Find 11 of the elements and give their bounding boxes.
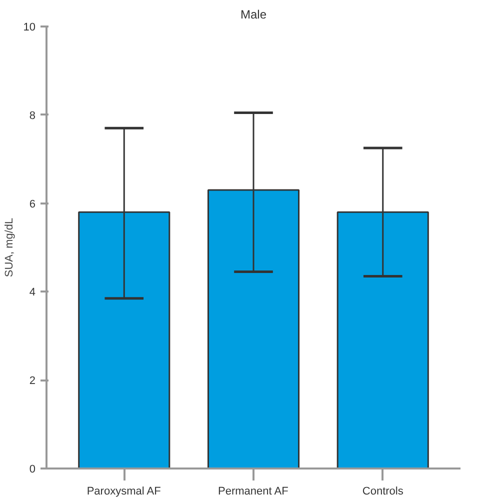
y-tick-label: 4 (29, 286, 36, 299)
y-tick-label: 8 (29, 110, 36, 122)
chart-title: Male (240, 8, 267, 22)
x-tick-label: Controls (362, 486, 404, 498)
x-tick-label: Permanent AF (218, 486, 289, 498)
y-tick-label: 0 (29, 464, 36, 476)
y-axis-title: SUA, mg/dL (3, 218, 16, 278)
y-tick-label: 6 (29, 198, 36, 210)
x-tick-label: Paroxysmal AF (86, 486, 162, 498)
y-tick-label: 2 (29, 375, 36, 388)
y-tick-label: 10 (23, 22, 36, 34)
